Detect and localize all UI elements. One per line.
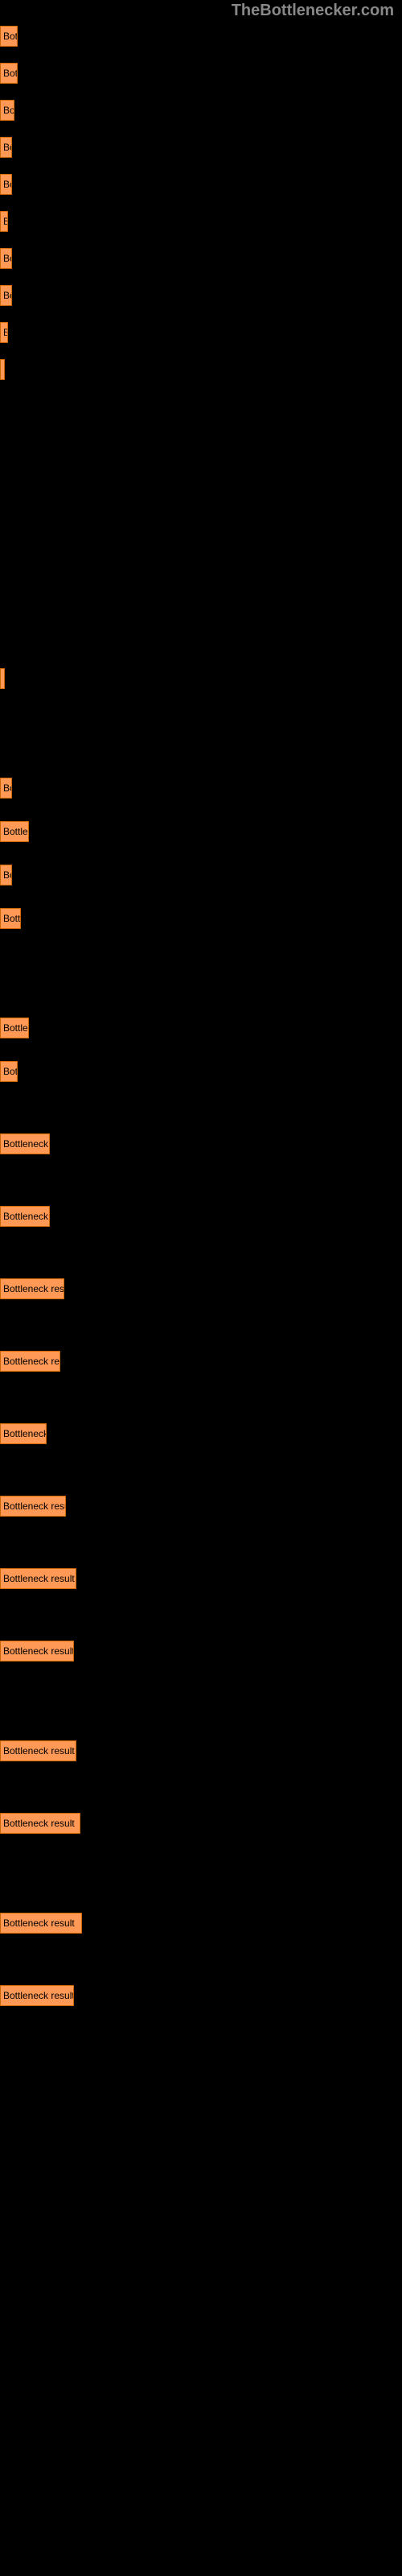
bar-row: Bottleneck result — [0, 248, 12, 269]
bar-row: Bottleneck result — [0, 1133, 50, 1154]
bar-label: Bottleneck result — [3, 1745, 75, 1757]
bar-row: Bottleneck result — [0, 865, 12, 886]
bar-label: Bottleneck result — [3, 105, 14, 116]
bar-row: Bottleneck result — [0, 1496, 66, 1517]
bar-label: Bottleneck result — [3, 1428, 47, 1439]
bar-label: Bottleneck result — [3, 1283, 64, 1294]
bar-row: Bottleneck result — [0, 174, 12, 195]
bar-row: Bottleneck result — [0, 100, 14, 121]
bar-label: Bottleneck result — [3, 826, 29, 837]
bar-row: Bottleneck result — [0, 1641, 74, 1662]
bar-label: Bottleneck result — [3, 142, 12, 153]
bar-label: Bottleneck result — [3, 364, 5, 375]
bar-row: Bottleneck result — [0, 778, 12, 799]
bar-label: Bottleneck result — [3, 179, 12, 190]
bar-row: Bottleneck result — [0, 821, 29, 842]
watermark-text: TheBottlenecker.com — [232, 2, 394, 20]
bar-label: Bottleneck result — [3, 869, 12, 881]
bar-label: Bottleneck result — [3, 31, 18, 42]
bar-label: Bottleneck result — [3, 216, 8, 227]
bar-label: Bottleneck result — [3, 290, 12, 301]
bar-label: Bottleneck result — [3, 913, 21, 924]
bar-label: Bottleneck result — [3, 1022, 29, 1034]
bar-row: Bottleneck result — [0, 1351, 60, 1372]
bar-label: Bottleneck result — [3, 1573, 75, 1584]
bar-row: Bottleneck result — [0, 1740, 76, 1761]
bar-label: Bottleneck result — [3, 1990, 74, 2001]
bar-label: Bottleneck result — [3, 1066, 18, 1077]
bar-label: Bottleneck result — [3, 1818, 75, 1829]
bar-row: Bottleneck result — [0, 63, 18, 84]
bar-label: Bottleneck result — [3, 1211, 50, 1222]
bar-row: Bottleneck result — [0, 285, 12, 306]
bar-row: Bottleneck result — [0, 1913, 82, 1934]
bar-row: Bottleneck result — [0, 1985, 74, 2006]
bar-row: Bottleneck result — [0, 1061, 18, 1082]
bar-row: Bottleneck result — [0, 322, 8, 343]
bar-row: Bottleneck result — [0, 137, 12, 158]
bar-label: Bottleneck result — [3, 1918, 75, 1929]
bar-label: Bottleneck result — [3, 1356, 60, 1367]
bar-label: Bottleneck result — [3, 327, 8, 338]
bar-row: Bottleneck result — [0, 1423, 47, 1444]
bar-label: Bottleneck result — [3, 782, 12, 794]
bar-row: Bottleneck result — [0, 1568, 76, 1589]
bar-row: Bottleneck result — [0, 1206, 50, 1227]
bar-row: Bottleneck result — [0, 359, 5, 380]
bar-label: Bottleneck result — [3, 1138, 50, 1150]
bar-row: Bottleneck result — [0, 26, 18, 47]
bar-row: Bottleneck result — [0, 668, 5, 689]
bar-row: Bottleneck result — [0, 908, 21, 929]
chart-area: TheBottlenecker.com Bottleneck result Bot… — [0, 0, 402, 2576]
bar-row: Bottleneck result — [0, 1278, 64, 1299]
bar-row: Bottleneck result — [0, 1813, 80, 1834]
bar-row: Bottleneck result — [0, 211, 8, 232]
bar-label: Bottleneck result — [3, 673, 5, 684]
bar-row: Bottleneck result — [0, 1018, 29, 1038]
bar-label: Bottleneck result — [3, 253, 12, 264]
bar-label: Bottleneck result — [3, 1645, 74, 1657]
bar-label: Bottleneck result — [3, 68, 18, 79]
bar-label: Bottleneck result — [3, 1501, 66, 1512]
